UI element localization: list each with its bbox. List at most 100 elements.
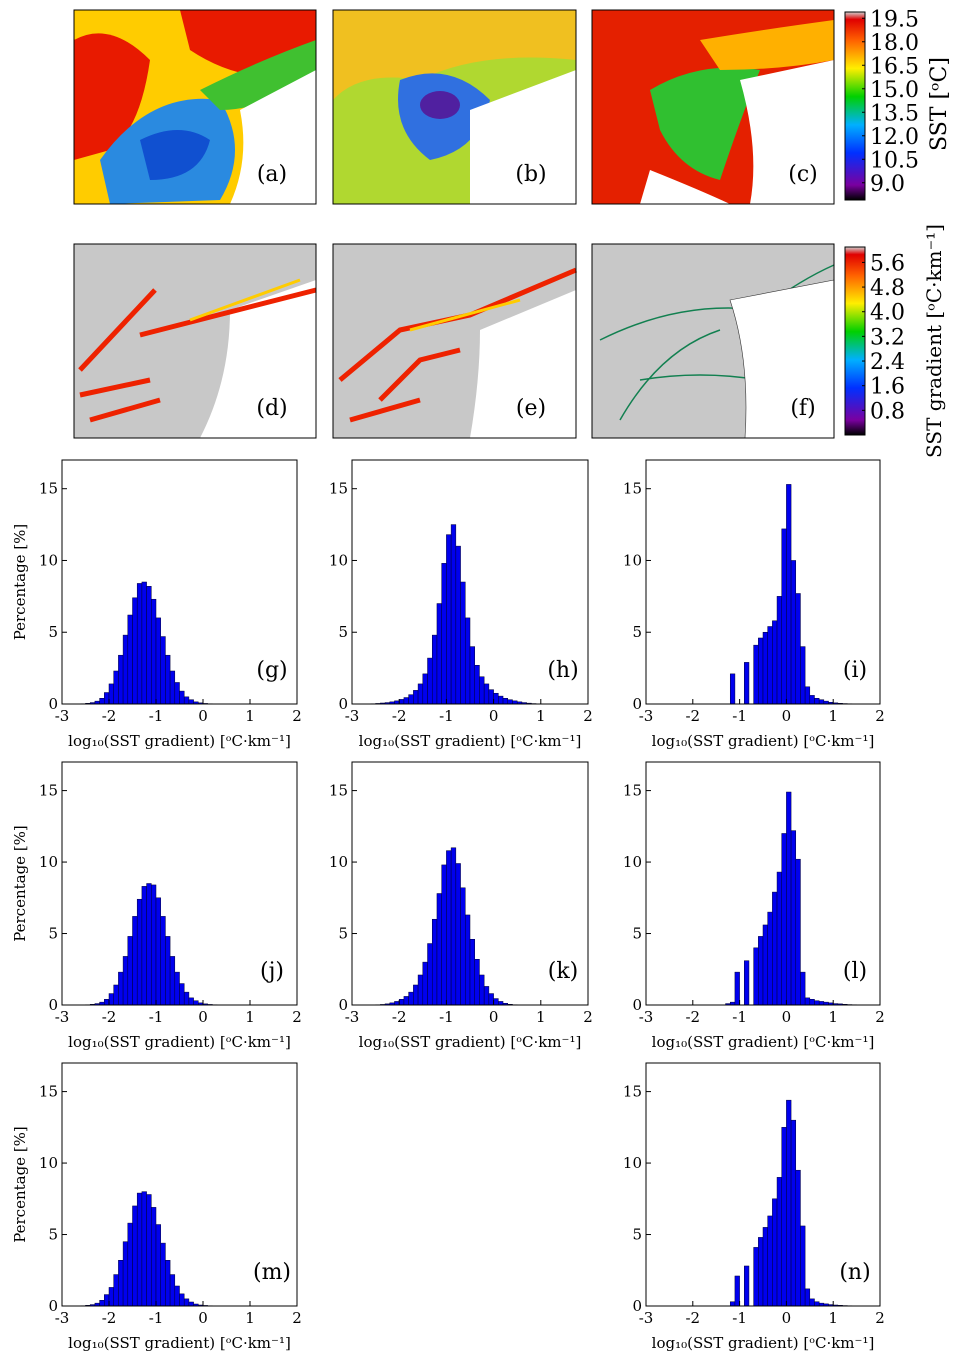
y-tick-label: 5 [48, 1226, 58, 1244]
histogram-bar [484, 986, 489, 1005]
histogram-bar [123, 956, 128, 1005]
histogram-bar [730, 1302, 735, 1306]
histogram-bar [754, 645, 759, 704]
histogram-bar [442, 563, 447, 704]
histogram-bar [796, 593, 801, 704]
x-tick-label: 2 [875, 1309, 885, 1327]
x-tick-label: -1 [439, 1008, 454, 1026]
x-tick-label: 2 [292, 1309, 302, 1327]
colorbar-tick-label: 19.5 [870, 7, 919, 32]
histogram-bar [142, 1192, 147, 1306]
x-tick-label: -1 [149, 1008, 164, 1026]
histogram-bar [399, 699, 404, 704]
colorbar-tick-label: 16.5 [870, 54, 919, 79]
x-tick-label: -1 [439, 707, 454, 725]
y-tick-label: 0 [632, 1297, 642, 1315]
histogram-bar [428, 944, 433, 1005]
x-tick-label: -2 [392, 1008, 407, 1026]
y-axis-label: Percentage [%] [11, 825, 29, 942]
histogram-bar [409, 695, 414, 704]
histogram-bar [184, 1299, 189, 1306]
y-tick-label: 15 [623, 1083, 642, 1101]
panel-label: (k) [548, 959, 579, 984]
histogram-bar [791, 831, 796, 1005]
histogram-bar [744, 662, 749, 704]
histogram-bar [413, 690, 418, 704]
histogram-bar [744, 1266, 749, 1306]
colorbar-sst [845, 12, 865, 200]
histogram-bar [423, 674, 428, 704]
histogram-bar [791, 1120, 796, 1306]
x-tick-label: -1 [149, 1309, 164, 1327]
x-tick-label: 0 [198, 1008, 208, 1026]
x-axis-label: log₁₀(SST gradient) [ᵒC·km⁻¹] [68, 1334, 291, 1352]
histogram-bar [777, 872, 782, 1005]
x-tick-label: 0 [489, 707, 499, 725]
histogram-bar [489, 994, 494, 1005]
colorbar-tick-label: 3.2 [870, 325, 905, 350]
x-tick-label: -2 [685, 1309, 700, 1327]
y-tick-label: 15 [39, 1083, 58, 1101]
y-tick-label: 15 [623, 480, 642, 498]
histogram-bar [189, 1302, 194, 1306]
colorbar-tick-label: 13.5 [870, 101, 919, 126]
histogram-bar [451, 525, 456, 704]
panel-label: (g) [256, 658, 287, 683]
y-tick-label: 10 [623, 551, 642, 569]
histogram-bar [165, 1260, 170, 1306]
histogram-bar [137, 899, 142, 1005]
histogram-bar [744, 961, 749, 1005]
page: (a) (b) (c) (d) (e) (f) SST [ᵒC] SST gra… [0, 0, 953, 1358]
histogram-bar [156, 898, 161, 1005]
histogram-bar [800, 647, 805, 704]
histogram-bar [128, 615, 133, 704]
histogram-bar [758, 1237, 763, 1306]
x-tick-label: 1 [536, 1008, 546, 1026]
colorbar-tick-label: 18.0 [870, 31, 919, 56]
x-axis-label: log₁₀(SST gradient) [ᵒC·km⁻¹] [652, 732, 875, 750]
histogram-bar [189, 700, 194, 704]
histogram-bar [114, 985, 119, 1005]
histogram-bar [777, 1177, 782, 1306]
histogram-bar [470, 647, 475, 704]
histogram-bar [404, 996, 409, 1005]
x-tick-label: 1 [828, 1309, 838, 1327]
histogram-bar [142, 582, 147, 704]
histogram-bar [137, 583, 142, 704]
y-tick-label: 0 [632, 695, 642, 713]
y-tick-label: 10 [329, 853, 348, 871]
histogram-bar [796, 1170, 801, 1306]
histogram-bar [810, 695, 815, 704]
histogram-bar [133, 916, 138, 1005]
histogram-bar [498, 1001, 503, 1005]
histogram-bar [184, 992, 189, 1005]
histogram-bar [772, 892, 777, 1005]
x-tick-label: 0 [782, 1008, 792, 1026]
histogram-bar [782, 529, 787, 704]
x-tick-label: -1 [732, 1309, 747, 1327]
histogram-bar [147, 586, 152, 704]
x-tick-label: 2 [292, 1008, 302, 1026]
x-axis-label: log₁₀(SST gradient) [ᵒC·km⁻¹] [359, 732, 582, 750]
histogram-bar [768, 1216, 773, 1306]
histogram-bar [180, 1294, 185, 1306]
histogram-bar [494, 999, 499, 1005]
histogram-bar [109, 994, 114, 1005]
colorbar-tick-label: 4.8 [870, 276, 905, 301]
histogram-bar [161, 916, 166, 1005]
panel-label: (d) [256, 396, 287, 421]
histogram-bar [786, 792, 791, 1005]
histogram-bar [104, 693, 109, 704]
x-tick-label: 0 [489, 1008, 499, 1026]
y-tick-label: 10 [39, 551, 58, 569]
histogram-bar [494, 693, 499, 704]
colorbar-tick-label: 0.8 [870, 399, 905, 424]
histogram-bar [446, 535, 451, 704]
panel-label: (n) [839, 1260, 870, 1285]
histogram-bar [758, 638, 763, 704]
x-axis-label: log₁₀(SST gradient) [ᵒC·km⁻¹] [652, 1334, 875, 1352]
histogram-bar [446, 851, 451, 1005]
histogram-bar [404, 698, 409, 704]
histogram-bar [418, 975, 423, 1005]
colorbar-label: SST gradient [ᵒC·km⁻¹] [922, 224, 946, 458]
